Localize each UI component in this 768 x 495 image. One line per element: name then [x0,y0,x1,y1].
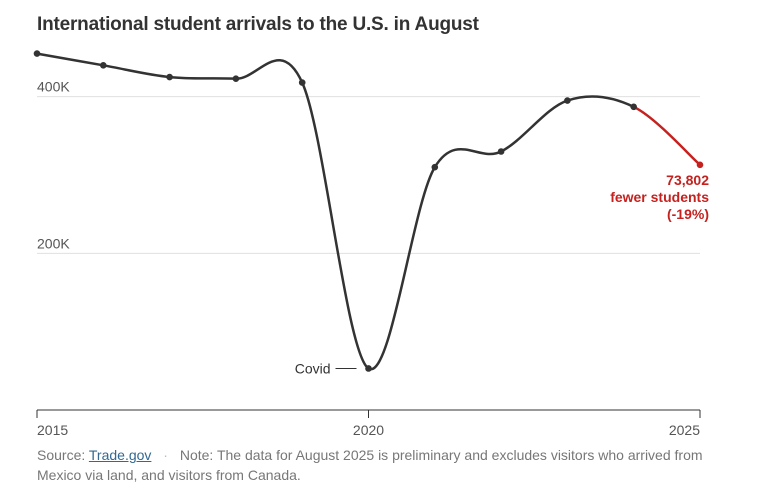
footer-note: Source: Trade.gov · Note: The data for A… [37,445,737,485]
data-point [232,75,240,82]
data-point [365,365,372,372]
x-tick-label: 2020 [353,422,384,438]
data-point [298,79,306,86]
data-point [564,97,571,104]
data-point [166,73,173,81]
x-tick-label: 2025 [669,422,700,438]
y-axis-ticks: 200K 400K [37,79,70,252]
y-tick-label: 400K [37,79,70,95]
x-tick-label: 2015 [37,422,68,438]
source-label: Source: [37,447,86,463]
data-point [497,148,505,155]
data-point [630,103,637,111]
series-line [35,52,702,371]
callout-line: 73,802 [666,172,709,188]
source-link[interactable]: Trade.gov [88,447,152,463]
callout-line: fewer students [610,189,709,205]
separator-dot: · [163,447,168,463]
chart-title: International student arrivals to the U.… [37,14,479,35]
y-tick-label: 200K [37,235,70,251]
callout-line: (-19%) [667,206,709,222]
covid-label: Covid [295,360,331,376]
data-point [33,50,41,57]
data-point [100,62,107,69]
series-line-main [35,52,635,371]
grid-lines [37,96,700,254]
x-axis: 2015 2020 2025 [36,409,701,438]
data-point [431,163,439,171]
series-line-decline [632,105,702,167]
note-text: Note: The data for August 2025 is prelim… [37,447,703,483]
data-points [33,50,704,372]
data-point [696,161,704,169]
